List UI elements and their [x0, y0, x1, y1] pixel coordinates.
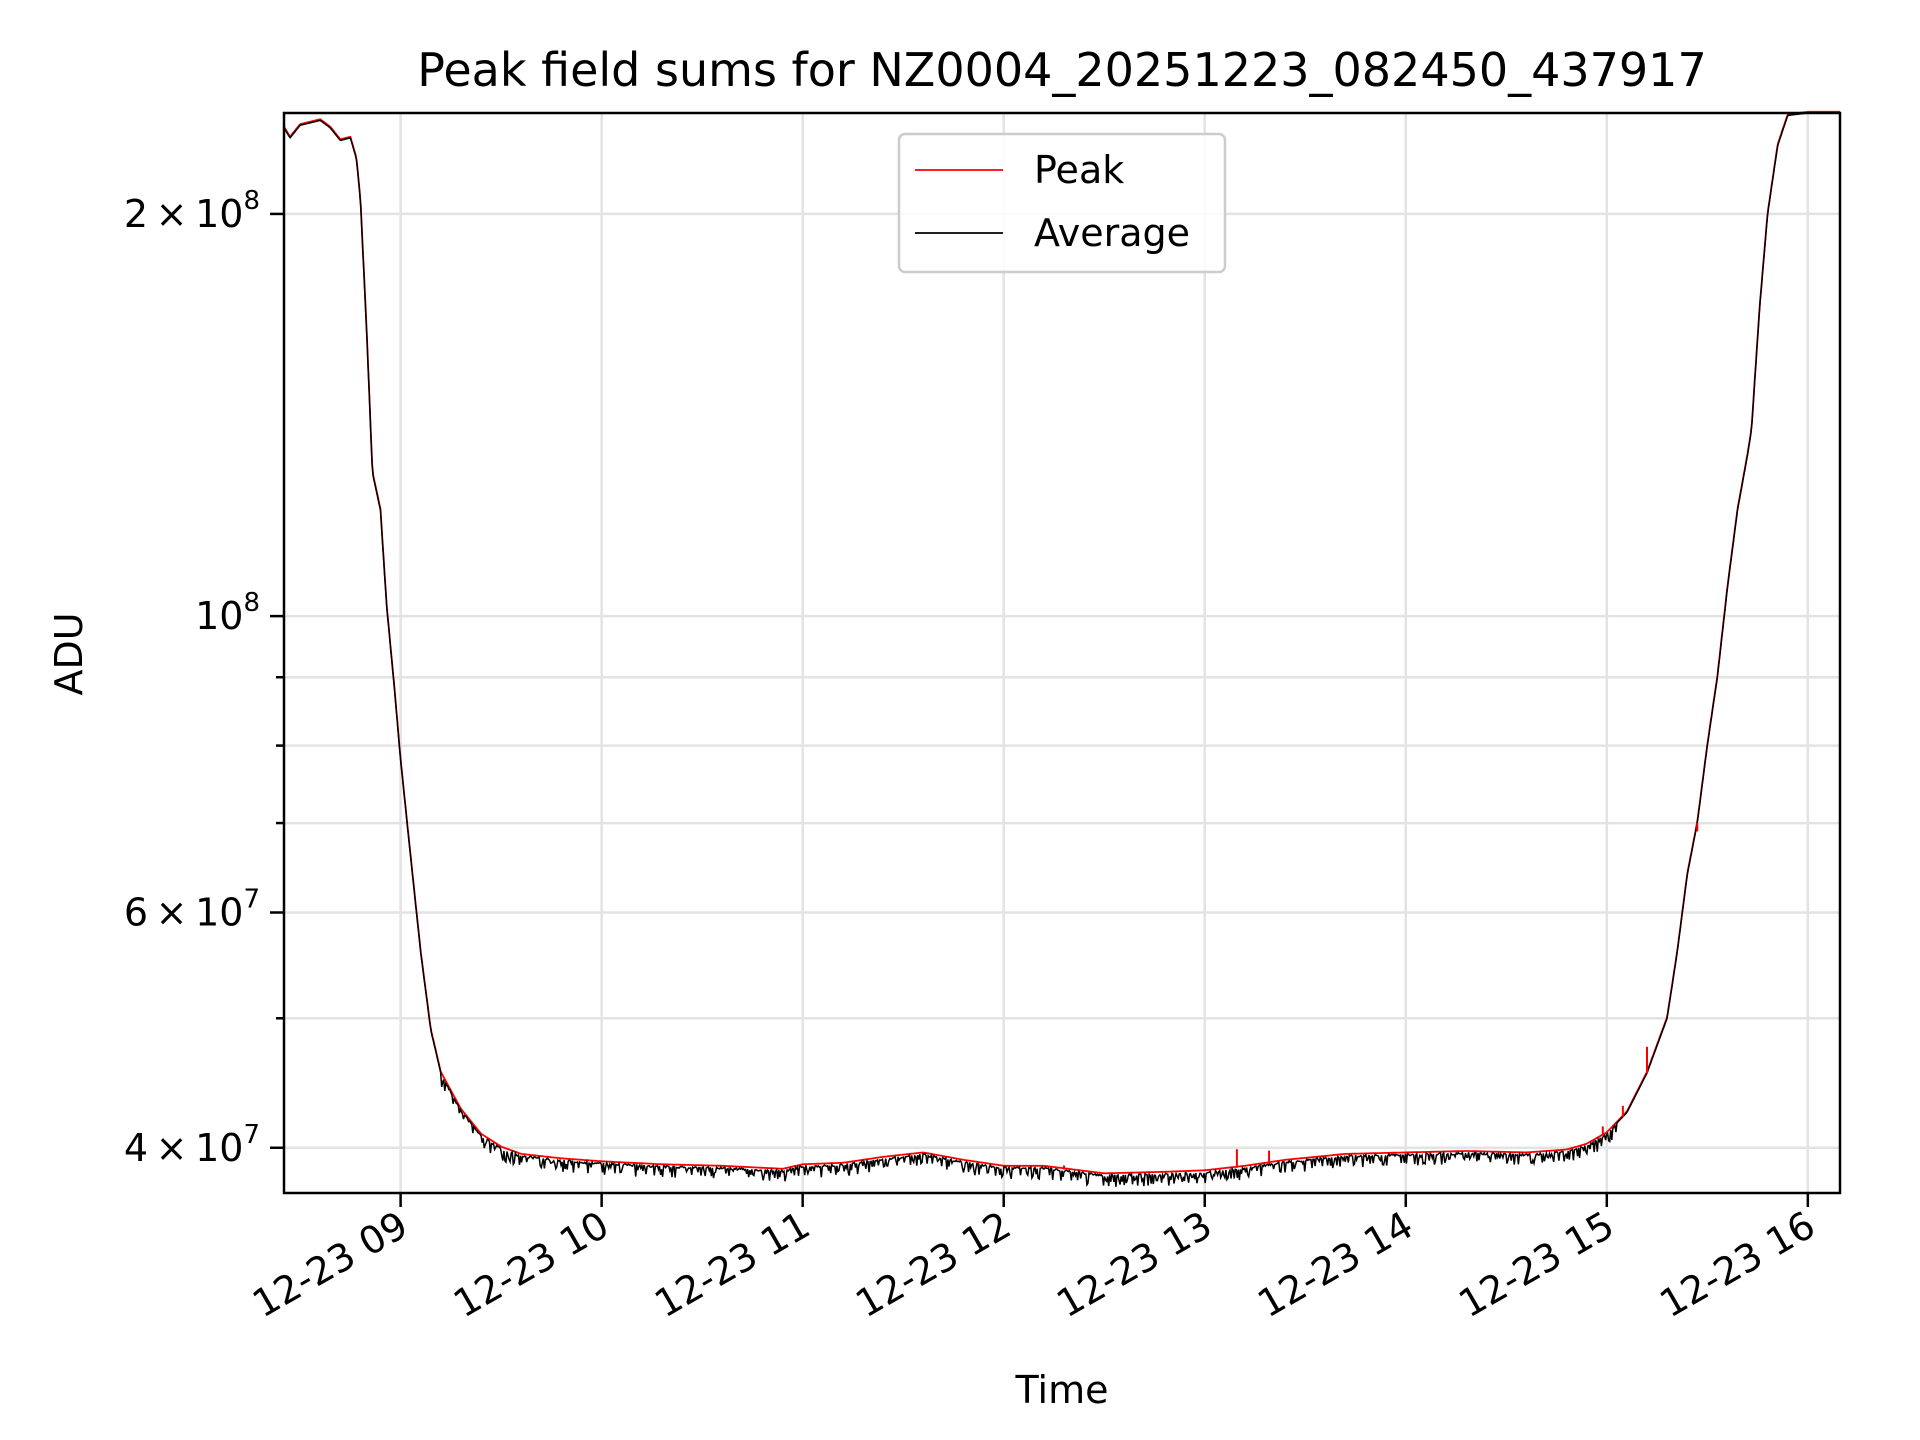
legend-average-label: Average	[1034, 211, 1190, 255]
y-tick-label: 6 × 107	[124, 885, 260, 935]
peak-series-line	[283, 110, 1840, 1175]
average-series-line	[283, 112, 1840, 1188]
y-tick-label: 2 × 108	[124, 186, 260, 236]
y-tick-label: 108	[195, 588, 260, 638]
y-tick-label: 4 × 107	[124, 1120, 260, 1170]
legend-box	[897, 132, 1227, 274]
chart-title: Peak field sums for NZ0004_20251223_0824…	[417, 43, 1706, 97]
legend-peak-label: Peak	[1034, 148, 1124, 192]
x-axis-label: Time	[1015, 1368, 1109, 1412]
plot-frame	[282, 111, 1842, 1195]
grid-layer	[284, 113, 1840, 1193]
legend: Peak Average	[897, 132, 1227, 274]
series-layer	[283, 110, 1840, 1188]
y-axis-label: ADU	[47, 612, 91, 695]
